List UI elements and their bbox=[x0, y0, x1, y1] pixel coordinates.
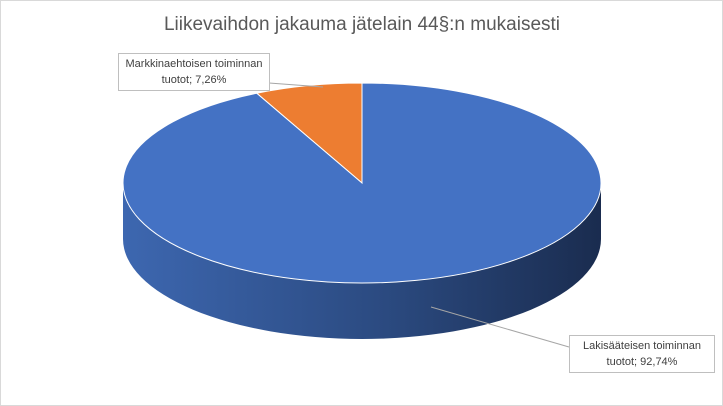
pie-slice bbox=[122, 82, 602, 284]
pie-side bbox=[123, 183, 601, 339]
data-label: Lakisääteisen toiminnan tuotot; 92,74% bbox=[569, 335, 715, 373]
leader-line bbox=[430, 306, 570, 348]
data-label: Markkinaehtoisen toiminnan tuotot; 7,26% bbox=[118, 53, 270, 91]
leader-line bbox=[268, 82, 324, 88]
chart-title: Liikevaihdon jakauma jätelain 44§:n muka… bbox=[164, 14, 560, 35]
